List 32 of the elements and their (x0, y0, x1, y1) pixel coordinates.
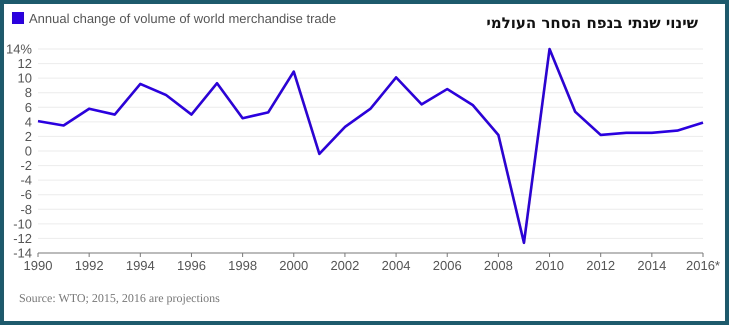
y-tick-label: -4 (20, 172, 32, 188)
y-tick-label: -14 (13, 246, 32, 260)
y-tick-label: 10 (18, 70, 32, 86)
y-tick-label: -8 (20, 202, 32, 217)
y-tick-label: 6 (24, 100, 32, 115)
x-tick-label: 2010 (535, 258, 564, 273)
y-tick-label: -6 (20, 187, 32, 202)
x-tick-label: 1992 (74, 258, 104, 273)
x-tick-label: 1998 (228, 258, 258, 273)
x-tick-label: 1994 (126, 258, 155, 273)
x-tick-label: 2002 (330, 258, 360, 273)
y-tick-label: -12 (13, 230, 32, 246)
legend: Annual change of volume of world merchandise trade (12, 11, 336, 26)
y-tick-label: 12 (18, 56, 32, 72)
y-tick-label: -2 (20, 158, 32, 174)
x-tick-label: 2012 (586, 258, 616, 273)
x-tick-label: 2000 (279, 258, 308, 273)
y-tick-label: 2 (24, 128, 32, 144)
x-tick-label: 2006 (432, 258, 462, 273)
x-tick-label: 2016* (686, 258, 720, 273)
y-tick-label: 0 (24, 144, 32, 158)
y-tick-label: 14% (6, 42, 32, 56)
y-tick-label: -10 (13, 216, 32, 232)
x-tick-label: 2008 (484, 258, 513, 273)
source-note: Source: WTO; 2015, 2016 are projections (19, 291, 220, 305)
x-tick-label: 1990 (24, 258, 52, 273)
x-tick-label: 2004 (382, 258, 411, 273)
chart-title: שינוי שנתי בנפח הסחר העולמי (486, 14, 699, 32)
y-tick-label: 4 (24, 114, 32, 130)
x-tick-label: 2014 (637, 258, 666, 273)
x-tick-label: 1996 (177, 258, 206, 273)
y-tick-label: 8 (24, 85, 32, 100)
